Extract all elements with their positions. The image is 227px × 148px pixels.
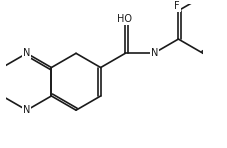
Text: N: N [150, 48, 158, 58]
Text: F: F [174, 1, 179, 11]
Text: HO: HO [116, 14, 131, 24]
Text: N: N [23, 105, 30, 115]
Text: N: N [23, 48, 30, 58]
